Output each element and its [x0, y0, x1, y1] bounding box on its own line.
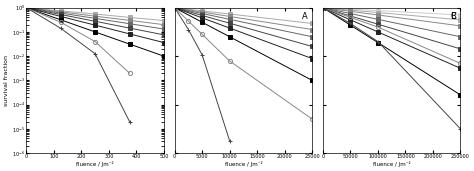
Text: B: B: [450, 12, 456, 21]
X-axis label: fluence / Jm⁻²: fluence / Jm⁻²: [373, 161, 410, 167]
X-axis label: fluence / Jm⁻²: fluence / Jm⁻²: [225, 161, 262, 167]
Text: A: A: [302, 12, 308, 21]
X-axis label: fluence / Jm⁻²: fluence / Jm⁻²: [76, 161, 114, 167]
Y-axis label: survival fraction: survival fraction: [4, 55, 9, 106]
Text: C: C: [450, 12, 456, 21]
